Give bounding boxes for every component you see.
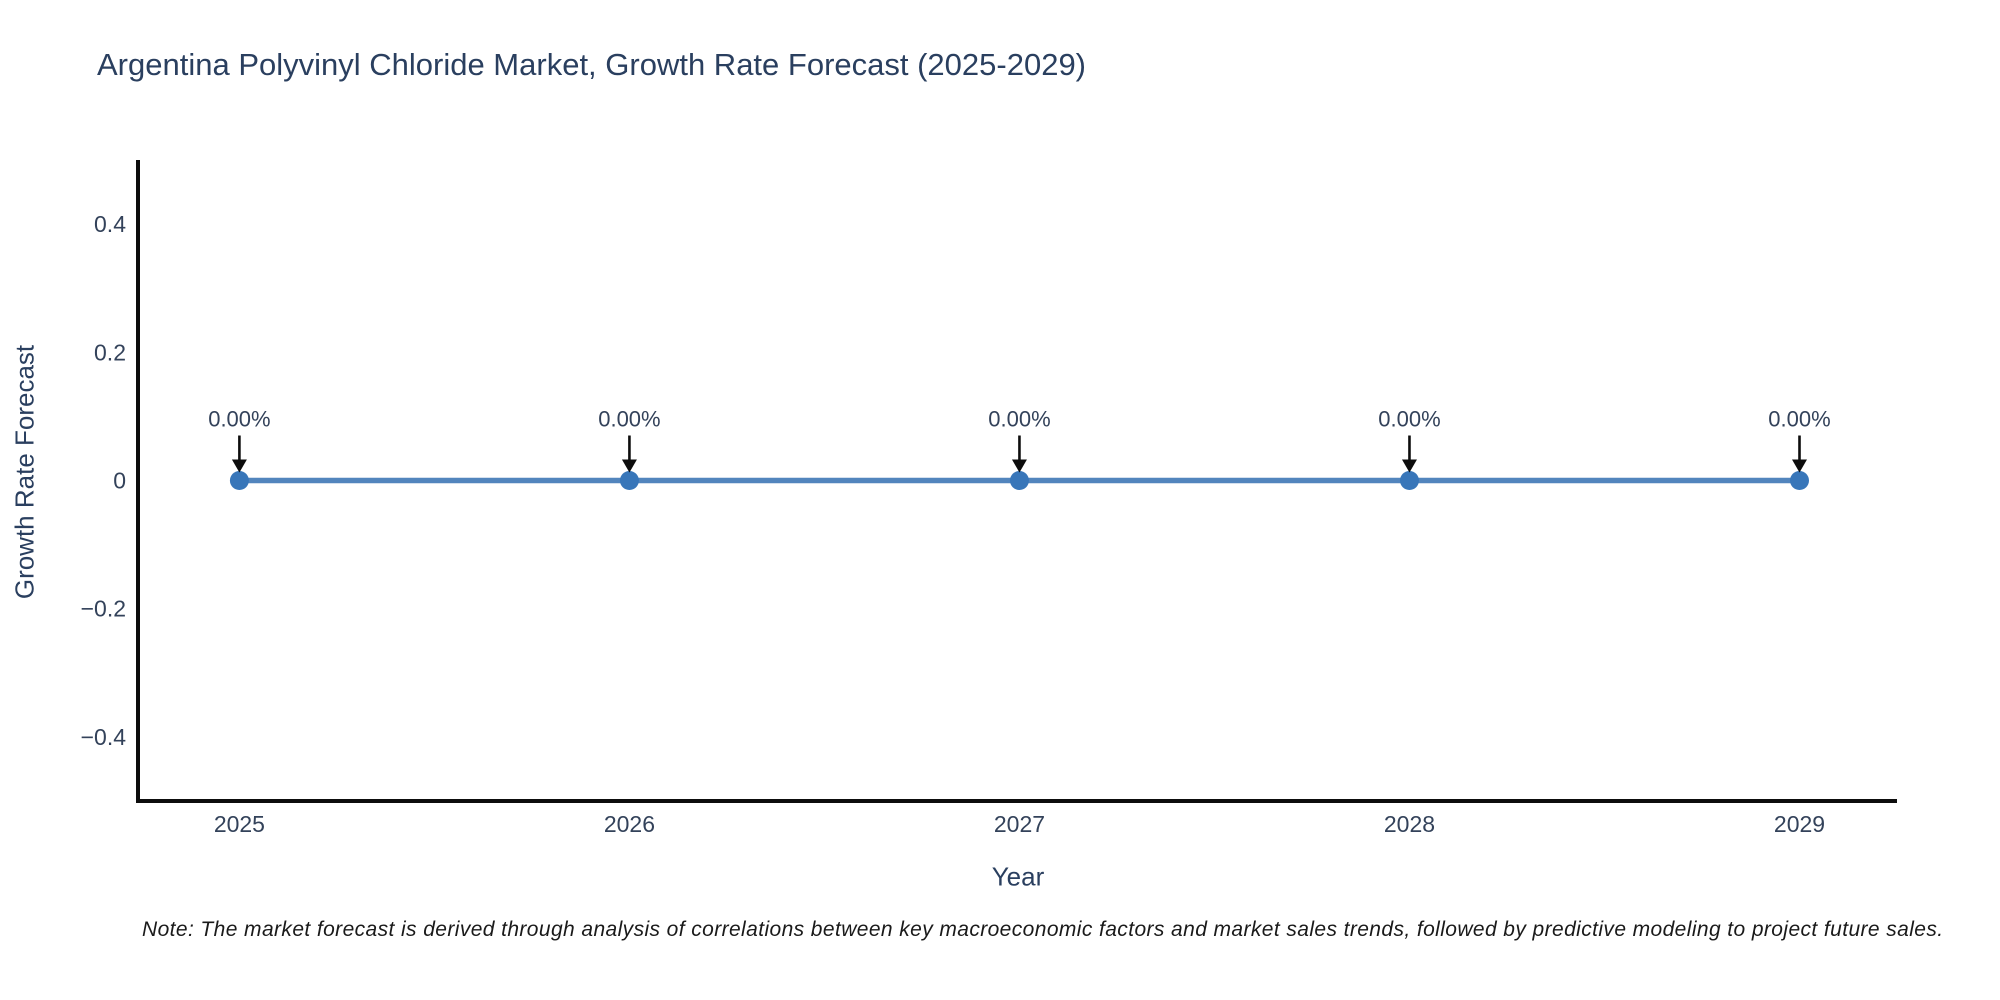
chart-title: Argentina Polyvinyl Chloride Market, Gro…	[97, 47, 1087, 82]
x-tick-label: 2025	[214, 811, 265, 837]
data-point-marker	[619, 471, 639, 490]
x-tick-label: 2029	[1774, 811, 1825, 837]
data-point-marker	[229, 471, 249, 490]
data-point-marker	[1789, 471, 1809, 490]
annotation-label: 0.00%	[1768, 407, 1830, 432]
data-point-marker	[1399, 471, 1419, 490]
y-tick-label: 0.2	[94, 339, 126, 365]
annotation-label: 0.00%	[598, 407, 660, 432]
y-axis-title: Growth Rate Forecast	[9, 344, 40, 600]
annotation-arrowhead	[231, 459, 247, 473]
x-axis-title: Year	[991, 861, 1045, 892]
x-tick-label: 2026	[604, 811, 655, 837]
annotation-label: 0.00%	[1378, 407, 1440, 432]
data-point-marker	[1009, 471, 1029, 490]
annotation-arrowhead	[1791, 459, 1807, 473]
annotation-label: 0.00%	[208, 407, 270, 432]
annotation-label: 0.00%	[988, 407, 1050, 432]
annotation-arrowhead	[1011, 459, 1027, 473]
footnote: Note: The market forecast is derived thr…	[142, 918, 1944, 941]
x-tick-label: 2028	[1384, 811, 1435, 837]
annotation-arrowhead	[1401, 459, 1417, 473]
y-tick-label: 0	[113, 468, 126, 494]
y-tick-label: −0.2	[81, 596, 126, 622]
y-tick-label: 0.4	[94, 211, 126, 237]
x-tick-label: 2027	[994, 811, 1045, 837]
annotation-arrowhead	[621, 459, 637, 473]
y-tick-label: −0.4	[81, 724, 127, 750]
